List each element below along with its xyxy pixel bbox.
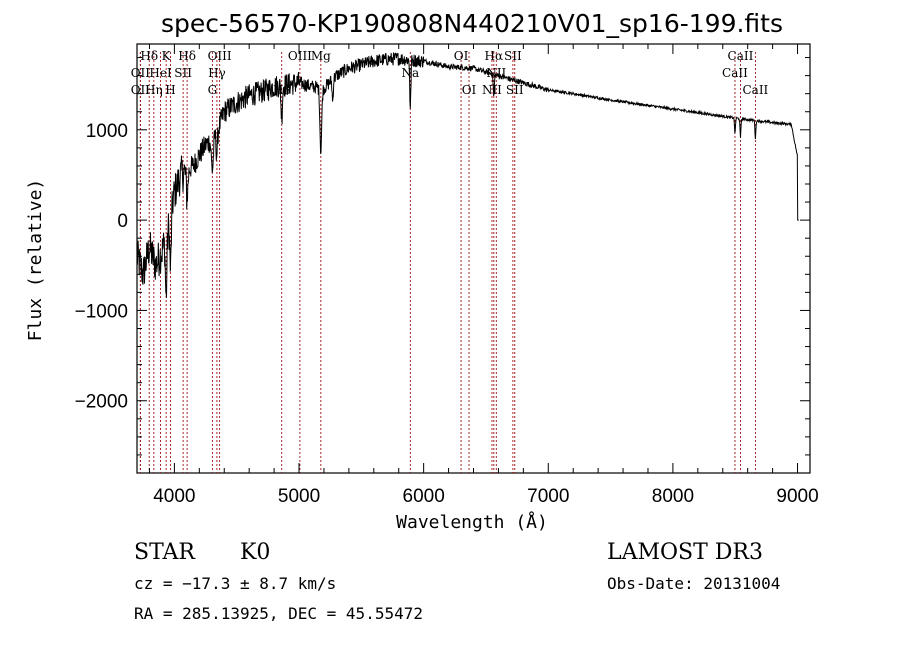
observation-date: Obs-Date: 20131004	[607, 574, 780, 593]
y-axis-label: Flux (relative)	[25, 179, 46, 342]
spectral-line-label: SII	[504, 49, 522, 63]
spectral-line-label: Hδ	[178, 49, 196, 63]
spectral-line-label: CaII	[728, 49, 754, 63]
spectral-line-label: OIII	[288, 49, 312, 63]
x-tick-label: 4000	[153, 486, 195, 507]
spectral-line-label: Hα	[485, 49, 504, 63]
spectrum-series	[136, 52, 799, 298]
y-axis-ticks: 1000 0 −1000 −2000	[75, 57, 810, 456]
spectral-line-label: CaII	[742, 83, 768, 97]
spectral-subclass: K0	[240, 540, 270, 565]
x-tick-label: 6000	[403, 486, 445, 507]
spectral-line-label: NII	[482, 83, 502, 97]
spectral-line-label: OII	[131, 83, 151, 97]
spectral-line-markers	[139, 52, 756, 473]
spectral-line-label: Mg	[311, 49, 331, 63]
spectral-line-label: OII	[131, 66, 151, 80]
survey-name: LAMOST DR3	[607, 540, 763, 565]
x-tick-label: 9000	[776, 486, 818, 507]
coordinates: RA = 285.13925, DEC = 45.55472	[134, 604, 423, 623]
spectral-line-label: H	[165, 83, 175, 97]
spectral-line-label: Hδ	[140, 49, 158, 63]
y-tick-label: 0	[117, 211, 128, 232]
redshift-info: cz = −17.3 ± 8.7 km/s	[134, 574, 336, 593]
spectral-line-label: G	[208, 83, 218, 97]
x-axis-label: Wavelength (Å)	[396, 511, 548, 533]
y-tick-label: 1000	[86, 121, 128, 142]
spectral-line-label: Na	[401, 66, 419, 80]
spectral-line-label: CaII	[722, 66, 748, 80]
spectral-line-label: SII	[506, 83, 524, 97]
spectral-line-label: K	[162, 49, 172, 63]
chart-title: spec-56570-KP190808N440210V01_sp16-199.f…	[161, 9, 783, 38]
spectral-line-label: SII	[174, 66, 192, 80]
x-tick-label: 7000	[527, 486, 569, 507]
spectral-line-label: Hη	[145, 83, 163, 97]
y-tick-label: −1000	[75, 301, 128, 322]
spectral-line-label: OI	[454, 49, 469, 63]
spectral-line-label: HeI	[149, 66, 172, 80]
spectral-line-label: OIII	[208, 49, 232, 63]
x-axis-ticks: 4000 5000 6000 7000 8000 9000	[148, 44, 819, 507]
object-type: STAR	[134, 540, 196, 565]
y-tick-label: −2000	[75, 392, 128, 413]
spectral-line-label: OI	[462, 83, 477, 97]
spectral-line-label: Hγ	[208, 66, 226, 80]
x-tick-label: 5000	[278, 486, 320, 507]
x-tick-label: 8000	[652, 486, 694, 507]
